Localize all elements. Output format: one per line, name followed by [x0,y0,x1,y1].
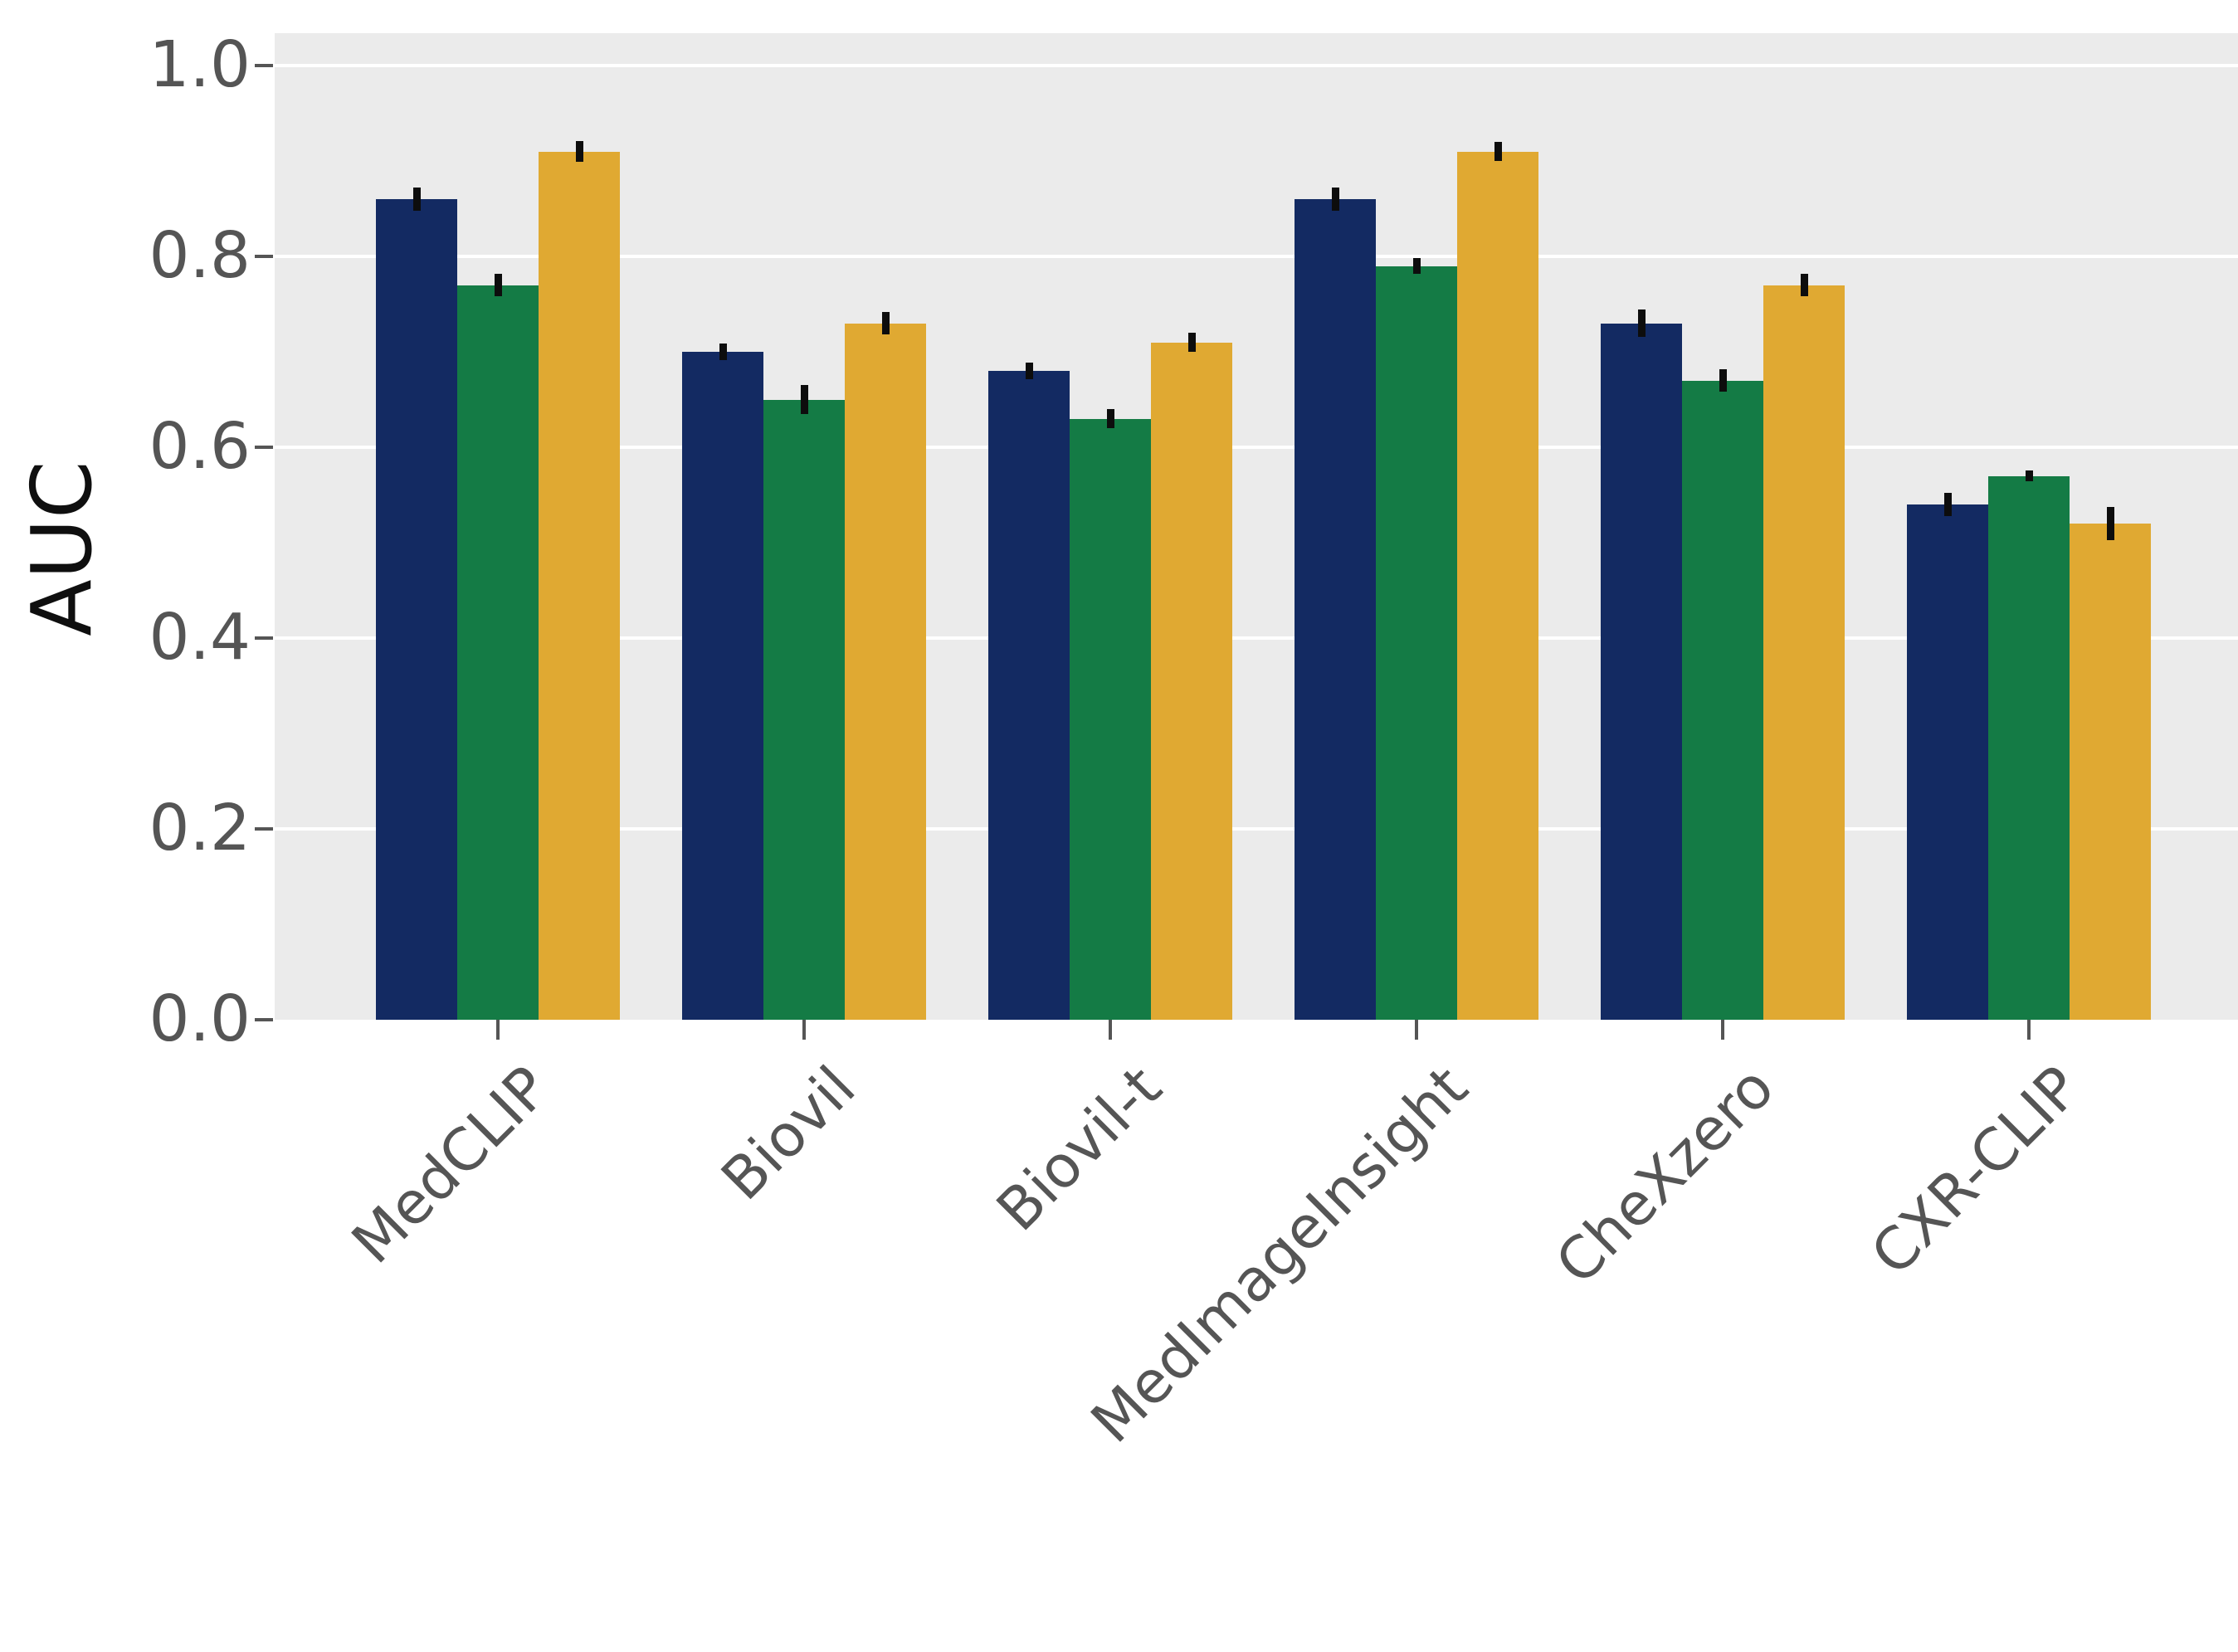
bar-CheXzero-green-series [1682,380,1763,1020]
error-bar-CheXzero-green-series [1719,368,1727,392]
y-tick-mark-0.6 [255,446,273,449]
error-bar-CheXzero-navy-series [1637,309,1646,337]
y-tick-mark-0.0 [255,1018,273,1021]
bar-MedCLIP-green-series [457,285,539,1020]
bar-Biovil-navy-series [682,352,763,1020]
y-tick-label-0.6: 0.6 [149,410,251,484]
x-tick-mark-CXR-CLIP [2027,1020,2031,1040]
bar-MedCLIP-gold-series [539,151,620,1020]
y-tick-mark-0.4 [255,636,273,640]
bar-Biovil-green-series [763,399,845,1020]
error-bar-CXR-CLIP-gold-series [2106,507,2114,540]
error-bar-Biovil-t-navy-series [1025,362,1033,380]
bar-MedImageInsight-gold-series [1457,151,1538,1020]
error-bar-MedCLIP-green-series [494,273,502,297]
error-bar-CXR-CLIP-green-series [2025,470,2033,482]
error-bar-Biovil-gold-series [881,311,890,335]
x-tick-mark-MedCLIP [496,1020,500,1040]
error-bar-MedImageInsight-navy-series [1331,188,1339,211]
error-bar-MedCLIP-navy-series [412,188,421,211]
x-tick-mark-Biovil-t [1109,1020,1112,1040]
y-tick-label-0.4: 0.4 [149,601,251,675]
y-tick-label-0.8: 0.8 [149,219,251,293]
y-tick-mark-0.2 [255,827,273,831]
error-bar-CXR-CLIP-navy-series [1943,493,1952,516]
y-tick-label-0.0: 0.0 [149,982,251,1056]
bar-CXR-CLIP-navy-series [1907,504,1988,1020]
error-bar-MedImageInsight-gold-series [1494,142,1502,161]
gridline-1.0 [275,64,2238,67]
bar-Biovil-t-green-series [1070,418,1151,1020]
bar-CheXzero-navy-series [1601,323,1682,1020]
bar-MedCLIP-navy-series [376,199,457,1020]
error-bar-Biovil-green-series [800,385,808,414]
bar-Biovil-gold-series [845,323,926,1020]
y-tick-label-0.2: 0.2 [149,792,251,865]
gridline-0.6 [275,446,2238,449]
bar-CXR-CLIP-green-series [1988,475,2070,1020]
plot-area [275,33,2238,1020]
bar-CheXzero-gold-series [1763,285,1845,1020]
bar-MedImageInsight-navy-series [1295,199,1376,1020]
bar-Biovil-t-gold-series [1151,342,1232,1020]
x-tick-mark-Biovil [802,1020,806,1040]
error-bar-CheXzero-gold-series [1800,273,1808,297]
gridline-0.8 [275,255,2238,258]
y-tick-mark-0.8 [255,255,273,258]
error-bar-Biovil-t-green-series [1106,409,1114,428]
y-tick-mark-1.0 [255,64,273,67]
bar-CXR-CLIP-gold-series [2070,524,2151,1020]
gridline-0.4 [275,636,2238,640]
x-tick-mark-MedImageInsight [1415,1020,1418,1040]
gridline-0.2 [275,827,2238,831]
error-bar-Biovil-t-gold-series [1187,333,1196,352]
error-bar-MedImageInsight-green-series [1412,258,1421,274]
y-tick-label-1.0: 1.0 [149,28,251,102]
error-bar-MedCLIP-gold-series [575,140,583,163]
bar-MedImageInsight-green-series [1376,266,1457,1020]
error-bar-Biovil-navy-series [719,343,727,361]
bar-Biovil-t-navy-series [988,371,1070,1020]
x-tick-mark-CheXzero [1721,1020,1724,1040]
